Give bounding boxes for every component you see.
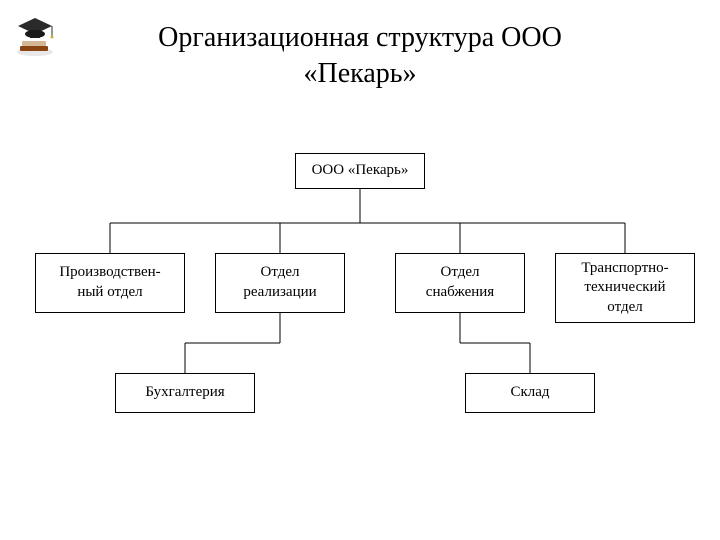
node-root: ООО «Пекарь»	[295, 153, 425, 189]
title-line-1: Организационная структура ООО	[158, 22, 562, 53]
page-title: Организационная структура ООО «Пекарь»	[0, 0, 720, 93]
node-sales: Отделреализации	[215, 253, 345, 313]
node-supply: Отделснабжения	[395, 253, 525, 313]
node-label: Транспортно-техническийотдел	[581, 259, 668, 318]
node-warehouse: Склад	[465, 373, 595, 413]
graduation-cap-books-icon	[10, 10, 60, 60]
node-label: ООО «Пекарь»	[312, 161, 409, 181]
title-line-2: «Пекарь»	[303, 58, 416, 89]
node-label: Отделреализации	[243, 263, 316, 302]
node-label: Бухгалтерия	[145, 383, 224, 403]
node-label: Производствен-ный отдел	[59, 263, 160, 302]
node-transport: Транспортно-техническийотдел	[555, 253, 695, 323]
node-production: Производствен-ный отдел	[35, 253, 185, 313]
node-accounting: Бухгалтерия	[115, 373, 255, 413]
org-chart: ООО «Пекарь» Производствен-ный отдел Отд…	[0, 123, 720, 523]
node-label: Отделснабжения	[426, 263, 494, 302]
node-label: Склад	[510, 383, 549, 403]
